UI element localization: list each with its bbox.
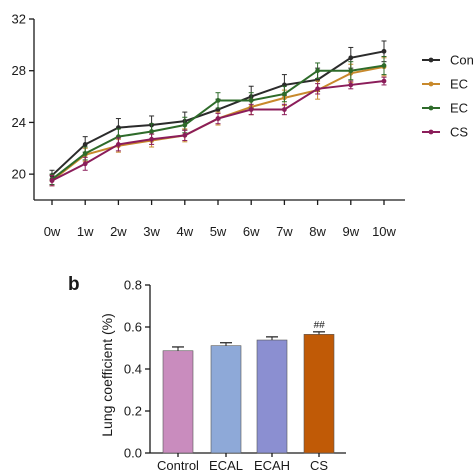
- bar-chart-bars: Control ECAL ECAH CS ##: [157, 320, 335, 473]
- bar-ecal: [210, 345, 242, 454]
- panel-label-b: b: [68, 274, 80, 295]
- data-point: [315, 68, 320, 74]
- bar-y-tick-label: 0.8: [124, 278, 142, 293]
- bar-y-tick-label: 0.2: [124, 404, 142, 419]
- data-point: [215, 98, 221, 103]
- legend-label: EC: [450, 101, 468, 116]
- data-point: [116, 142, 121, 147]
- line-y-tick-label: 28: [12, 63, 26, 78]
- line-x-tick-label: 1w: [77, 224, 94, 239]
- line-chart-legend: Con EC EC CS: [422, 53, 474, 140]
- line-y-tick-label: 20: [12, 167, 26, 182]
- data-point: [282, 91, 287, 97]
- legend-swatch-marker: [428, 129, 434, 135]
- line-chart-axes: 20 24 28 32 0w 1w 2w 3w 4w 5w 6w 7w 8w 9w 10w: [12, 12, 405, 239]
- line-x-tick-label: 8w: [309, 224, 326, 239]
- bar-x-tick-label: CS: [310, 458, 328, 473]
- data-point: [282, 107, 287, 112]
- data-point: [149, 129, 155, 134]
- data-point: [49, 178, 55, 184]
- data-point: [182, 122, 188, 128]
- data-point: [82, 142, 88, 147]
- bar-control: [162, 350, 194, 454]
- line-x-tick-label: 9w: [342, 224, 359, 239]
- data-point: [381, 48, 387, 54]
- bar-y-tick-label: 0.6: [124, 320, 142, 335]
- bar-x-tick-label: ECAH: [254, 458, 290, 473]
- bar-y-tick-label: 0.4: [124, 362, 142, 377]
- line-x-tick-label: 10w: [372, 224, 396, 239]
- legend-swatch-marker: [428, 105, 434, 111]
- data-point: [82, 161, 88, 167]
- legend-label: EC: [450, 77, 468, 92]
- significance-annotation: ##: [313, 320, 325, 331]
- bar-x-tick-label: Control: [157, 458, 199, 473]
- data-point: [248, 107, 254, 112]
- lung-coefficient-bar-chart: b Lung coefficient (%) 0.0 0.2 0.4 0.6 0.8 C…: [68, 274, 346, 473]
- data-point: [381, 78, 387, 84]
- bar-cs: [303, 334, 335, 454]
- line-x-tick-label: 7w: [276, 224, 293, 239]
- data-point: [348, 82, 354, 88]
- legend-label: Con: [450, 53, 474, 68]
- line-x-tick-label: 3w: [143, 224, 160, 239]
- line-x-tick-label: 2w: [110, 224, 127, 239]
- line-x-tick-label: 0w: [44, 224, 61, 239]
- legend-label: CS: [450, 125, 468, 140]
- data-point: [348, 68, 354, 74]
- legend-swatch-marker: [428, 57, 434, 63]
- data-point: [149, 136, 155, 142]
- line-x-tick-label: 4w: [176, 224, 193, 239]
- data-point: [315, 86, 320, 92]
- line-x-tick-label: 5w: [210, 224, 227, 239]
- data-point: [215, 116, 221, 121]
- data-point: [82, 151, 88, 156]
- series-0: [49, 40, 387, 182]
- line-x-tick-label: 6w: [243, 224, 260, 239]
- bar-chart-y-axis-label: Lung coefficient (%): [99, 313, 115, 436]
- series-3: [49, 76, 387, 187]
- data-point: [348, 55, 354, 61]
- data-point: [381, 63, 387, 68]
- bar-ecah: [256, 339, 288, 454]
- line-chart-series: [49, 40, 387, 187]
- bar-x-tick-label: ECAL: [209, 458, 243, 473]
- data-point: [182, 132, 188, 138]
- data-point: [248, 98, 254, 103]
- line-y-tick-label: 32: [12, 12, 26, 27]
- legend-swatch-marker: [428, 81, 434, 87]
- line-y-tick-label: 24: [12, 115, 26, 130]
- bar-y-tick-label: 0.0: [124, 446, 142, 461]
